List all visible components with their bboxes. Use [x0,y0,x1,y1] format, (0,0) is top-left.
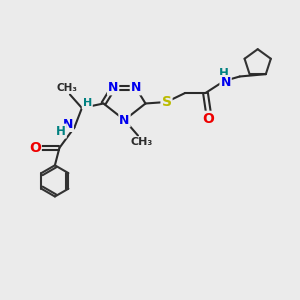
Text: H: H [56,124,66,138]
Text: O: O [202,112,214,126]
Text: N: N [220,76,231,89]
Text: S: S [161,95,172,109]
Text: N: N [63,118,73,131]
Text: N: N [131,81,141,94]
Text: O: O [29,141,41,155]
Text: N: N [119,113,130,127]
Text: CH₃: CH₃ [130,137,153,147]
Text: CH₃: CH₃ [56,83,77,93]
Text: H: H [83,98,92,109]
Text: H: H [219,67,229,80]
Text: N: N [108,81,118,94]
